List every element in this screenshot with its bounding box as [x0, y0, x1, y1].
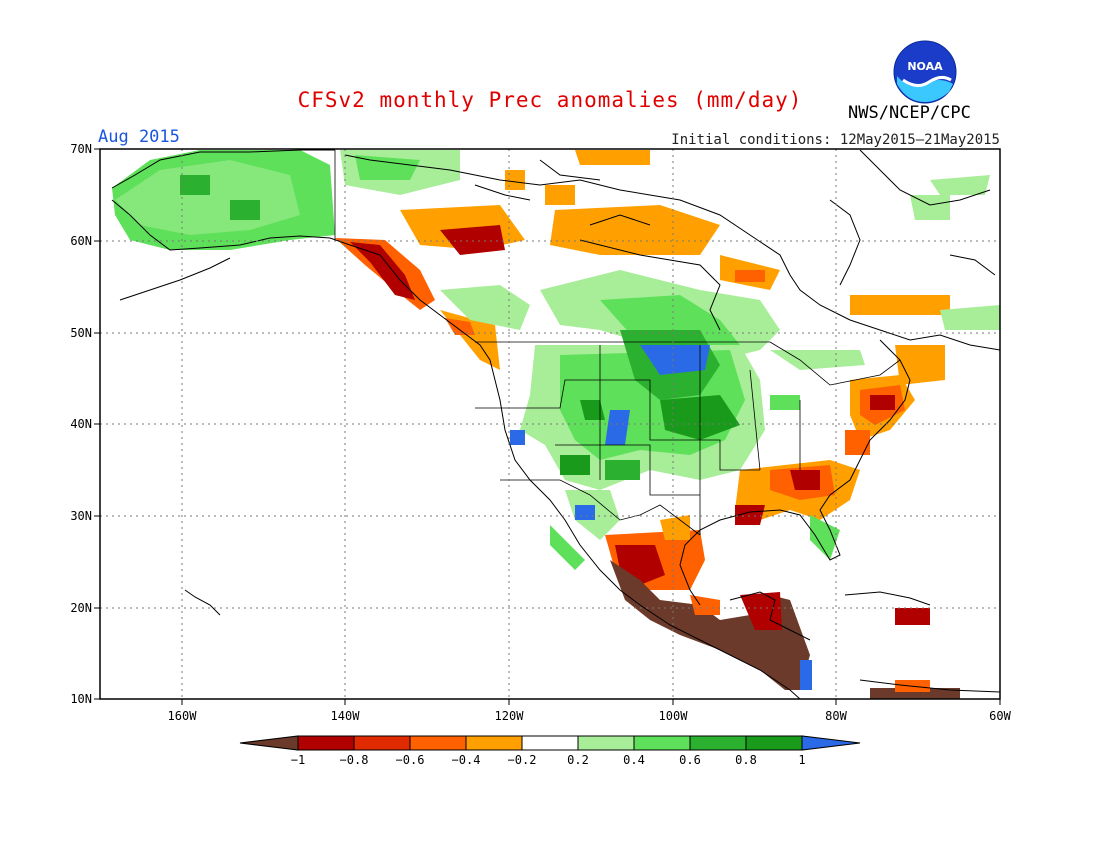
colorbar-segment	[633, 735, 691, 751]
graticule	[100, 149, 1000, 699]
colorbar-label: −0.8	[340, 753, 369, 767]
lat-label-40n: 40N	[70, 417, 92, 431]
lon-labels: 160W 140W 120W 100W 80W 60W	[168, 709, 1012, 723]
lon-label-80w: 80W	[825, 709, 847, 723]
noaa-logo: NOAA	[893, 40, 957, 104]
anomaly-fill	[112, 150, 1000, 699]
colorbar-label: −0.2	[508, 753, 537, 767]
colorbar-label: −0.6	[396, 753, 425, 767]
lat-label-20n: 20N	[70, 601, 92, 615]
lat-label-30n: 30N	[70, 509, 92, 523]
lat-labels: 70N 60N 50N 40N 30N 20N 10N	[70, 142, 92, 706]
lon-label-120w: 120W	[495, 709, 525, 723]
lat-label-60n: 60N	[70, 234, 92, 248]
lat-label-10n: 10N	[70, 692, 92, 706]
agency-label: NWS/NCEP/CPC	[848, 103, 971, 123]
colorbar-segment	[521, 735, 579, 751]
colorbar-label: 0.2	[567, 753, 589, 767]
colorbar-label: 0.8	[735, 753, 757, 767]
lat-label-50n: 50N	[70, 326, 92, 340]
lon-label-60w: 60W	[989, 709, 1011, 723]
colorbar: −1 −0.8 −0.6 −0.4 −0.2 0.2 0.4 0.6 0.8 1	[239, 735, 861, 767]
colorbar-arrow-left	[239, 735, 299, 751]
colorbar-segment	[745, 735, 803, 751]
forecast-period: Aug 2015	[98, 127, 180, 147]
coastlines	[111, 149, 1001, 700]
tick-marks	[94, 148, 1001, 705]
colorbar-label: 0.6	[679, 753, 701, 767]
colorbar-segment	[465, 735, 523, 751]
lat-label-70n: 70N	[70, 142, 92, 156]
lon-label-140w: 140W	[331, 709, 361, 723]
colorbar-segment	[297, 735, 355, 751]
colorbar-segment	[409, 735, 467, 751]
colorbar-label: 0.4	[623, 753, 645, 767]
lon-label-160w: 160W	[168, 709, 198, 723]
colorbar-arrow-right	[801, 735, 861, 751]
colorbar-segment	[577, 735, 635, 751]
colorbar-label: 1	[798, 753, 805, 767]
map-title: CFSv2 monthly Prec anomalies (mm/day)	[297, 88, 803, 112]
noaa-logo-text: NOAA	[907, 60, 943, 73]
colorbar-segment	[353, 735, 411, 751]
colorbar-label: −0.4	[452, 753, 481, 767]
boundaries	[334, 150, 901, 536]
initial-conditions: Initial conditions: 12May2015–21May2015	[671, 132, 1000, 148]
map-panel	[99, 148, 1001, 700]
colorbar-label: −1	[291, 753, 305, 767]
colorbar-segment	[689, 735, 747, 751]
lon-label-100w: 100W	[659, 709, 689, 723]
